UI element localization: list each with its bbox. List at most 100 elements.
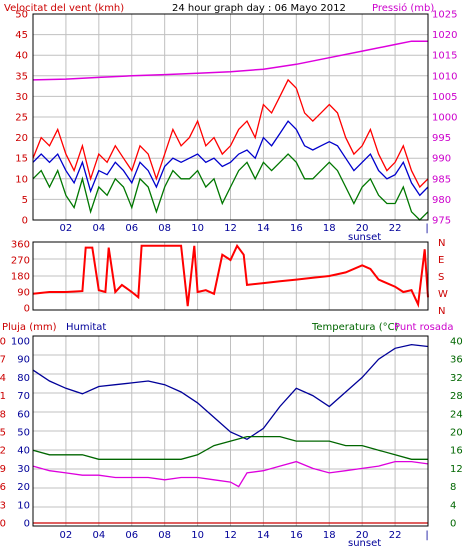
- x-tick-label: 08: [158, 530, 171, 541]
- y-tick-label: 12: [0, 446, 6, 457]
- pressure-axis-ticks: 975 980 985 990 995 1000 1005 1010 1015 1020 1025: [432, 10, 457, 227]
- y-tick-label: 1020: [432, 30, 457, 41]
- y-tick-label: 16: [450, 446, 463, 457]
- y-tick-label: 80: [17, 373, 30, 384]
- x-tick-label: 14: [257, 223, 270, 234]
- direction-panel-lines: [32, 243, 429, 309]
- y-tick-label: 20: [17, 482, 30, 493]
- y-tick-label: 12: [450, 464, 463, 475]
- climate-panel-lines: [32, 343, 429, 524]
- humidity-axis-label: Humitat: [66, 322, 106, 333]
- y-tick-label: 6: [0, 482, 6, 493]
- direction-panel-frame: [32, 241, 429, 311]
- x-tick-label: 10: [191, 530, 204, 541]
- y-tick-label: 270: [11, 256, 30, 267]
- y-tick-label: 100: [11, 337, 30, 348]
- sunset-label-bottom: sunset: [348, 538, 381, 549]
- x-tick-label: 18: [323, 530, 336, 541]
- x-tick-label: 14: [257, 530, 270, 541]
- y-tick-label: 8: [450, 482, 456, 493]
- y-tick-label: 1010: [432, 71, 457, 82]
- compass-label: W: [438, 289, 448, 300]
- y-tick-label: 50: [15, 10, 28, 21]
- direction-axis-ticks: 0 90 180 270 360: [11, 240, 30, 315]
- climate-panel-frame: [32, 335, 429, 527]
- y-tick-label: 21: [0, 391, 6, 402]
- wind-panel-lines: [32, 40, 429, 221]
- y-tick-label: 35: [15, 71, 28, 82]
- y-tick-label: 30: [15, 92, 28, 103]
- x-tick-label: 22: [389, 530, 402, 541]
- y-tick-label: 15: [15, 154, 28, 165]
- x-tick-label: 02: [60, 223, 73, 234]
- y-tick-label: 0: [450, 519, 456, 530]
- y-tick-label: 40: [17, 446, 30, 457]
- y-tick-label: 4: [450, 500, 456, 511]
- y-tick-label: 90: [17, 355, 30, 366]
- compass-label: S: [438, 272, 444, 283]
- temperature-axis-label: Temperatura (°C): [311, 322, 399, 333]
- x-tick-label: 18: [323, 223, 336, 234]
- series-temperature: [32, 435, 428, 460]
- compass-label: E: [438, 255, 444, 266]
- rain-axis-label: Pluja (mm): [2, 322, 57, 333]
- y-tick-label: 70: [17, 391, 30, 402]
- y-tick-label: 0: [22, 216, 28, 227]
- climate-panel-x-ticks: 02 04 06 08 10 12 14 16 18 20 22 |: [60, 530, 429, 541]
- x-tick-label: 12: [224, 223, 237, 234]
- sunset-label: sunset: [348, 232, 381, 243]
- y-tick-label: 9: [0, 464, 6, 475]
- y-tick-label: 1000: [432, 113, 457, 124]
- y-tick-label: 90: [17, 288, 30, 299]
- y-tick-label: 1005: [432, 92, 457, 103]
- series-low: [32, 153, 429, 221]
- series-gust: [32, 78, 429, 189]
- y-tick-label: 180: [11, 272, 30, 283]
- rain-axis-ticks: 0 3 6 9 12 15 18 21 24 27 30: [0, 337, 6, 530]
- series-pressure: [32, 40, 428, 81]
- y-tick-label: 10: [15, 174, 28, 185]
- y-tick-label: 24: [0, 373, 6, 384]
- y-tick-label: 15: [0, 428, 6, 439]
- graph-title: 24 hour graph day : 06 Mayo 2012: [172, 3, 346, 14]
- temperature-axis-ticks: 0 4 8 12 16 20 24 28 32 36 40: [450, 337, 463, 530]
- x-tick-label: |: [425, 223, 428, 234]
- y-tick-label: 5: [22, 195, 28, 206]
- x-tick-label: 06: [125, 530, 138, 541]
- y-tick-label: 20: [450, 428, 463, 439]
- y-tick-label: 360: [11, 240, 30, 251]
- y-tick-label: 45: [15, 30, 28, 41]
- wind-panel-frame: [32, 13, 429, 221]
- y-tick-label: 40: [450, 337, 463, 348]
- y-tick-label: 975: [432, 216, 451, 227]
- y-tick-label: 40: [15, 51, 28, 62]
- x-tick-label: 16: [290, 223, 303, 234]
- y-tick-label: 24: [450, 409, 463, 420]
- y-tick-label: 0: [0, 519, 6, 530]
- x-tick-label: 06: [125, 223, 138, 234]
- series-avg: [32, 120, 429, 197]
- x-tick-label: 12: [224, 530, 237, 541]
- y-tick-label: 28: [450, 391, 463, 402]
- series-humidity: [32, 343, 429, 441]
- series-direction: [32, 243, 429, 309]
- y-tick-label: 36: [450, 355, 463, 366]
- compass-label: N: [438, 306, 445, 317]
- y-tick-label: 1015: [432, 51, 457, 62]
- wind-axis-ticks: 0 5 10 15 20 25 30 35 40 45 50: [15, 10, 28, 227]
- y-tick-label: 985: [432, 174, 451, 185]
- humidity-axis-ticks: 0 10 20 30 40 50 60 70 80 90 100: [11, 337, 30, 530]
- x-tick-label: 22: [389, 223, 402, 234]
- y-tick-label: 3: [0, 500, 6, 511]
- y-tick-label: 30: [0, 337, 6, 348]
- y-tick-label: 27: [0, 355, 6, 366]
- y-tick-label: 50: [17, 428, 30, 439]
- y-tick-label: 990: [432, 154, 451, 165]
- y-tick-label: 0: [24, 304, 30, 315]
- y-tick-label: 20: [15, 133, 28, 144]
- wind-axis-label: Velocitat del vent (kmh): [4, 3, 124, 14]
- y-tick-label: 60: [17, 409, 30, 420]
- x-tick-label: 04: [92, 530, 105, 541]
- x-tick-label: 02: [60, 530, 73, 541]
